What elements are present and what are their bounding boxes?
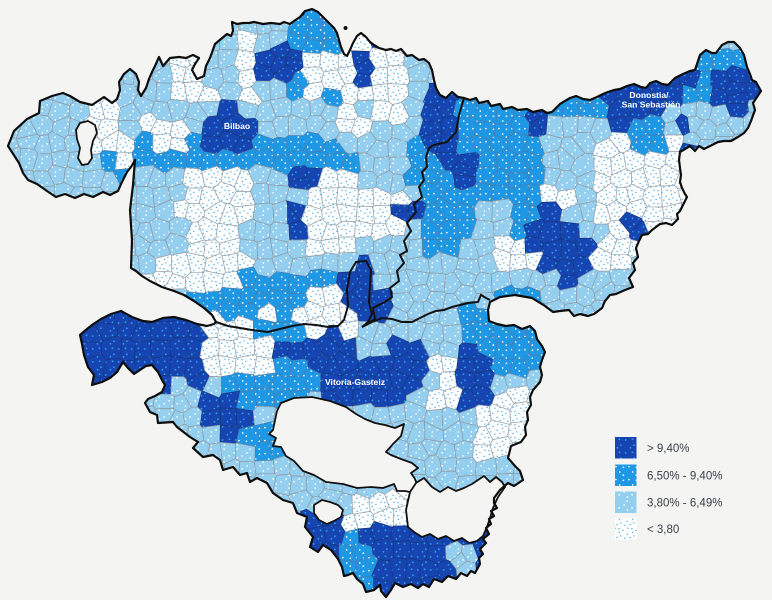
svg-text:6,50% - 9,40%: 6,50% - 9,40%: [647, 470, 722, 482]
svg-text:> 9,40%: > 9,40%: [647, 443, 690, 455]
svg-text:Bilbao: Bilbao: [224, 121, 250, 131]
svg-text:San Sebastián: San Sebastián: [622, 100, 681, 110]
svg-text:Vitoria-Gasteiz: Vitoria-Gasteiz: [325, 377, 385, 387]
svg-text:< 3,80: < 3,80: [647, 524, 679, 536]
svg-text:3,80% - 6,49%: 3,80% - 6,49%: [647, 497, 722, 509]
svg-text:Donostia/: Donostia/: [629, 90, 669, 100]
